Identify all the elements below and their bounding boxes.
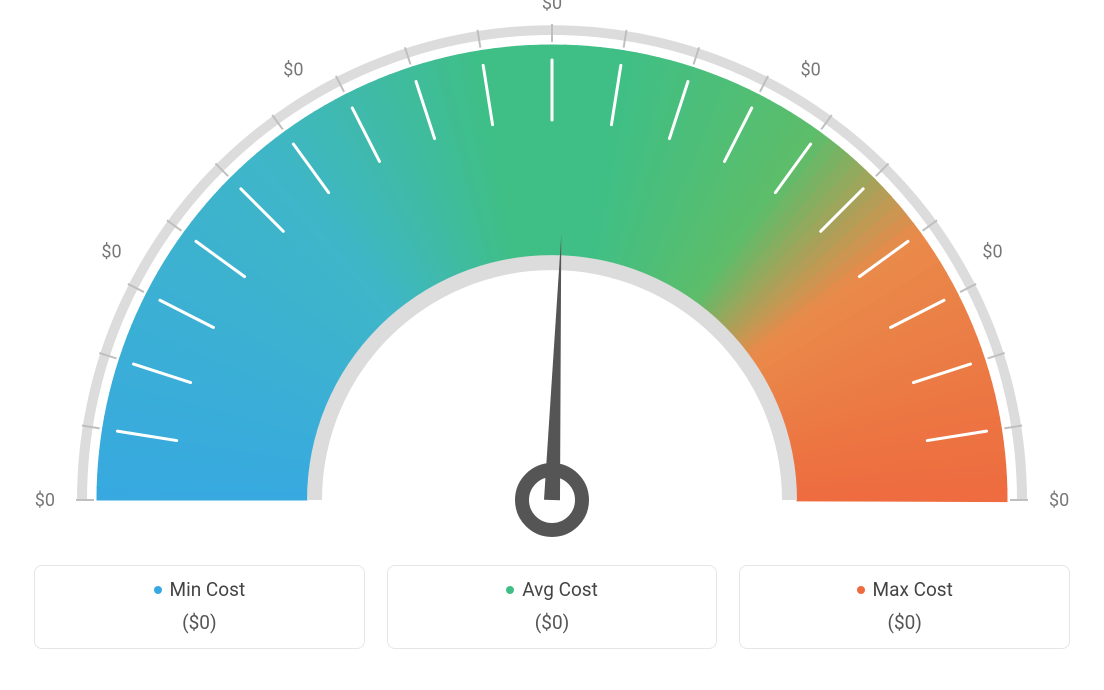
legend-value: ($0) bbox=[740, 611, 1069, 634]
legend-title: Avg Cost bbox=[506, 578, 598, 601]
gauge-scale-label: $0 bbox=[542, 0, 562, 14]
legend-value: ($0) bbox=[35, 611, 364, 634]
legend-card-max: Max Cost ($0) bbox=[739, 565, 1070, 649]
legend-title: Min Cost bbox=[154, 578, 246, 601]
gauge-svg: $0 $0 $0 $0 $0 $0 $0 bbox=[0, 0, 1104, 565]
legend-label: Max Cost bbox=[873, 578, 953, 601]
legend-title: Max Cost bbox=[857, 578, 953, 601]
gauge-scale-label: $0 bbox=[283, 60, 303, 81]
legend-dot-icon bbox=[154, 586, 162, 594]
legend-label: Avg Cost bbox=[522, 578, 598, 601]
legend-card-min: Min Cost ($0) bbox=[34, 565, 365, 649]
gauge-needle bbox=[522, 235, 582, 530]
legend-dot-icon bbox=[506, 586, 514, 594]
legend-row: Min Cost ($0) Avg Cost ($0) Max Cost ($0) bbox=[0, 565, 1104, 649]
gauge-scale-label: $0 bbox=[801, 60, 821, 81]
gauge-scale-label: $0 bbox=[35, 490, 55, 511]
gauge-scale-label: $0 bbox=[1049, 490, 1069, 511]
legend-value: ($0) bbox=[388, 611, 717, 634]
legend-dot-icon bbox=[857, 586, 865, 594]
gauge-scale-label: $0 bbox=[101, 242, 121, 263]
gauge-scale-label: $0 bbox=[982, 242, 1002, 263]
gauge-chart: $0 $0 $0 $0 $0 $0 $0 bbox=[0, 0, 1104, 565]
legend-card-avg: Avg Cost ($0) bbox=[387, 565, 718, 649]
legend-label: Min Cost bbox=[170, 578, 246, 601]
